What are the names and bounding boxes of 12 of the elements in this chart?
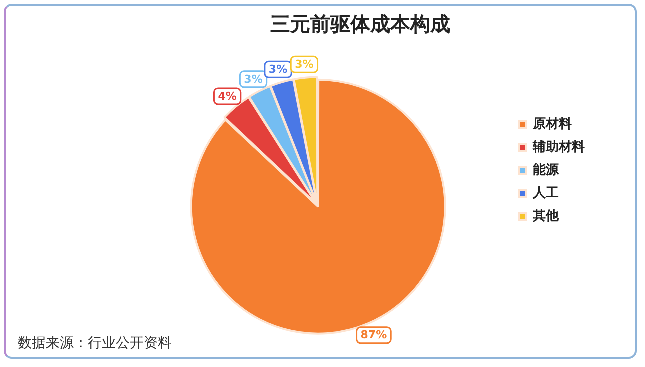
source-note: 数据来源：行业公开资料 — [18, 336, 172, 352]
legend-label: 能源 — [533, 162, 560, 178]
data-label: 3% — [295, 58, 314, 71]
legend-label: 辅助材料 — [532, 140, 585, 155]
data-label: 4% — [218, 90, 237, 103]
legend-label: 原材料 — [532, 116, 572, 132]
legend-label: 其他 — [532, 208, 560, 224]
data-label: 3% — [244, 72, 263, 86]
legend-label: 人工 — [532, 186, 559, 201]
data-label: 3% — [268, 62, 288, 76]
data-label: 87% — [360, 328, 388, 342]
chart-title: 三元前驱体成本构成 — [270, 12, 450, 36]
